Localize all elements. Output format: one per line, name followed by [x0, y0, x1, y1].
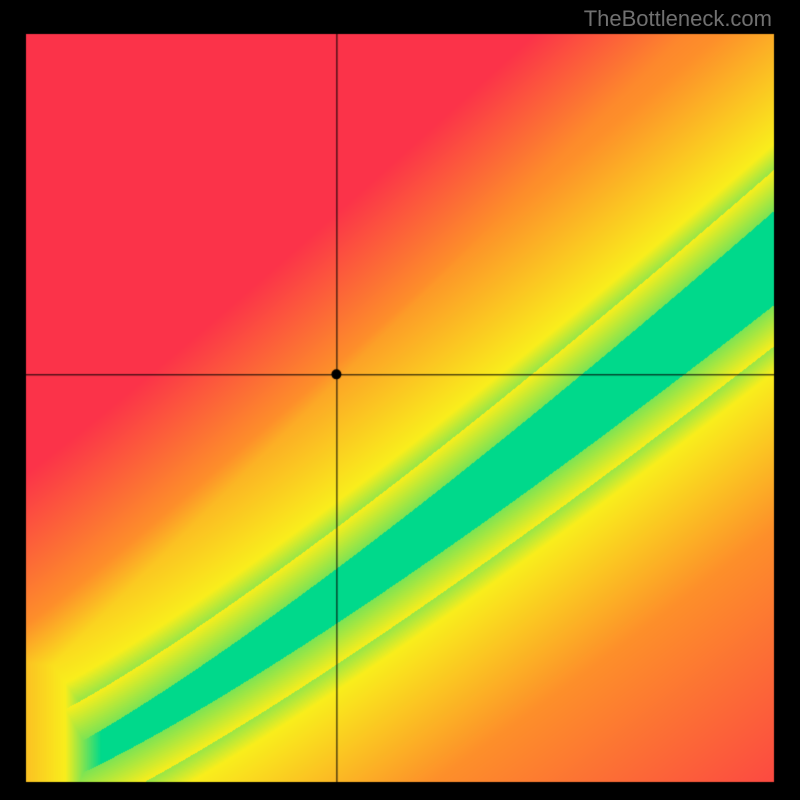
bottleneck-heatmap	[0, 0, 800, 800]
root-container: TheBottleneck.com	[0, 0, 800, 800]
watermark-text: TheBottleneck.com	[584, 6, 772, 32]
